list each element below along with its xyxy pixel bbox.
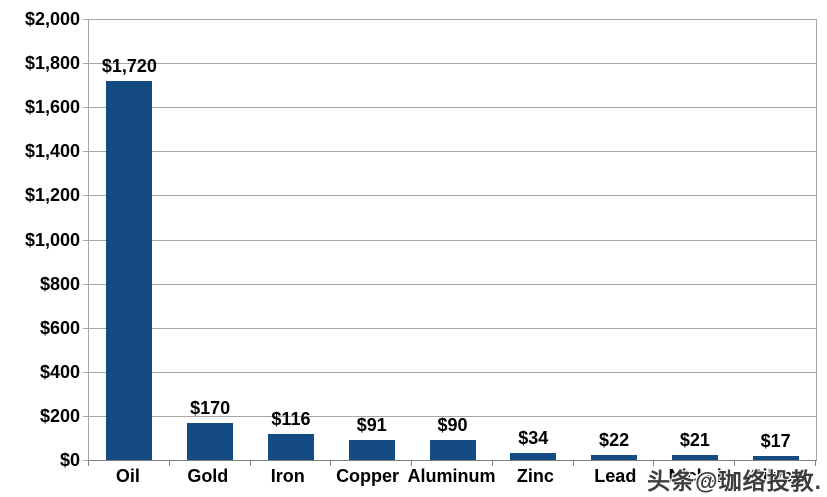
- y-axis-tick-label: $1,200: [24, 185, 80, 206]
- gridline: [89, 19, 816, 20]
- category-label: Copper: [336, 466, 400, 486]
- category-label: Zinc: [516, 466, 554, 486]
- y-axis-tick-label: $200: [39, 405, 80, 426]
- bar-slot: $116: [251, 19, 332, 460]
- gridline: [89, 327, 816, 329]
- x-axis-tick: [734, 461, 736, 466]
- x-axis-tick: [88, 461, 89, 466]
- y-axis-tick-label: $1,800: [24, 53, 80, 74]
- y-axis-tick: [83, 415, 88, 417]
- category-label: Gold: [187, 466, 229, 486]
- gridline: [89, 283, 816, 285]
- y-axis-tick-label: $800: [39, 273, 80, 294]
- bar-slot: $1,720: [89, 19, 170, 460]
- x-axis-labels: Oil Gold Iron Copper Aluminum Zinc Lead Nickel S…: [88, 466, 815, 487]
- bar-value-label: $21: [679, 430, 710, 450]
- watermark: 头条@珈络投教.: [647, 468, 822, 494]
- bar[interactable]: [671, 455, 718, 460]
- y-axis-tick: [83, 239, 88, 241]
- x-axis-tick: [572, 461, 574, 466]
- plot-area: $1,720 $170 $116 $91 $90 $34 $22 $21 $17: [88, 19, 817, 461]
- gridline: [89, 239, 816, 241]
- bars-container: $1,720 $170 $116 $91 $90 $34 $22 $21 $17: [89, 19, 816, 460]
- bar-value-label: $34: [518, 428, 549, 448]
- y-axis-tick: [83, 151, 88, 153]
- x-axis-tick: [491, 461, 493, 466]
- y-axis-tick-label: $2,000: [24, 9, 80, 29]
- bar-value-label: $91: [356, 415, 387, 435]
- bar[interactable]: [106, 81, 153, 460]
- bar-value-label: $90: [437, 415, 468, 435]
- bar-slot: $17: [735, 19, 816, 460]
- y-axis-tick: [83, 283, 88, 285]
- gridline: [89, 371, 816, 373]
- bar-value-label: $17: [760, 431, 791, 451]
- bar-slot: $21: [654, 19, 735, 460]
- y-axis-tick: [83, 460, 88, 461]
- category-label: Oil: [115, 466, 140, 486]
- bar-slot: $90: [412, 19, 493, 460]
- category-label: Nickel: [668, 466, 722, 486]
- x-axis-tick: [168, 461, 170, 466]
- gridline: [89, 415, 816, 417]
- gridline: [89, 151, 816, 153]
- y-axis-tick-label: $1,000: [24, 229, 80, 250]
- bar[interactable]: [187, 423, 234, 460]
- x-axis-tick: [249, 461, 251, 466]
- bar[interactable]: [267, 434, 314, 460]
- bar[interactable]: [348, 440, 395, 460]
- y-axis-tick: [83, 195, 88, 197]
- bar-slot: $91: [331, 19, 412, 460]
- x-axis-tick: [330, 461, 332, 466]
- bar[interactable]: [429, 440, 476, 460]
- bar-value-label: $170: [190, 398, 231, 418]
- category-label: Lead: [594, 466, 637, 486]
- bar-value-label: $116: [271, 409, 311, 429]
- y-axis-tick-label: $1,600: [24, 97, 80, 118]
- y-axis-tick-label: $0: [59, 450, 80, 470]
- x-axis-tick: [815, 461, 816, 466]
- bar[interactable]: [510, 453, 557, 460]
- bar-slot: $170: [170, 19, 251, 460]
- bar-value-label: $1,720: [101, 56, 157, 76]
- gridline: [89, 195, 816, 197]
- category-label: Iron: [270, 466, 305, 486]
- y-axis-tick-label: $400: [39, 361, 80, 382]
- y-axis-tick-label: $600: [39, 317, 80, 338]
- bar-slot: $34: [493, 19, 574, 460]
- gridline: [89, 63, 816, 65]
- x-axis-tick: [653, 461, 655, 466]
- gridline: [89, 107, 816, 109]
- bar[interactable]: [752, 456, 799, 460]
- y-axis-tick-label: $1,400: [24, 141, 80, 162]
- bar[interactable]: [591, 455, 638, 460]
- category-label: Aluminum: [407, 466, 496, 486]
- y-axis-tick: [83, 327, 88, 329]
- bar-slot: $22: [574, 19, 655, 460]
- category-label: Silver: [750, 466, 800, 486]
- y-axis-tick: [83, 107, 88, 109]
- y-axis-tick: [83, 371, 88, 373]
- bar-value-label: $22: [599, 430, 630, 450]
- x-axis-tick: [411, 461, 413, 466]
- y-axis-tick: [83, 63, 88, 65]
- y-axis-tick: [83, 19, 88, 20]
